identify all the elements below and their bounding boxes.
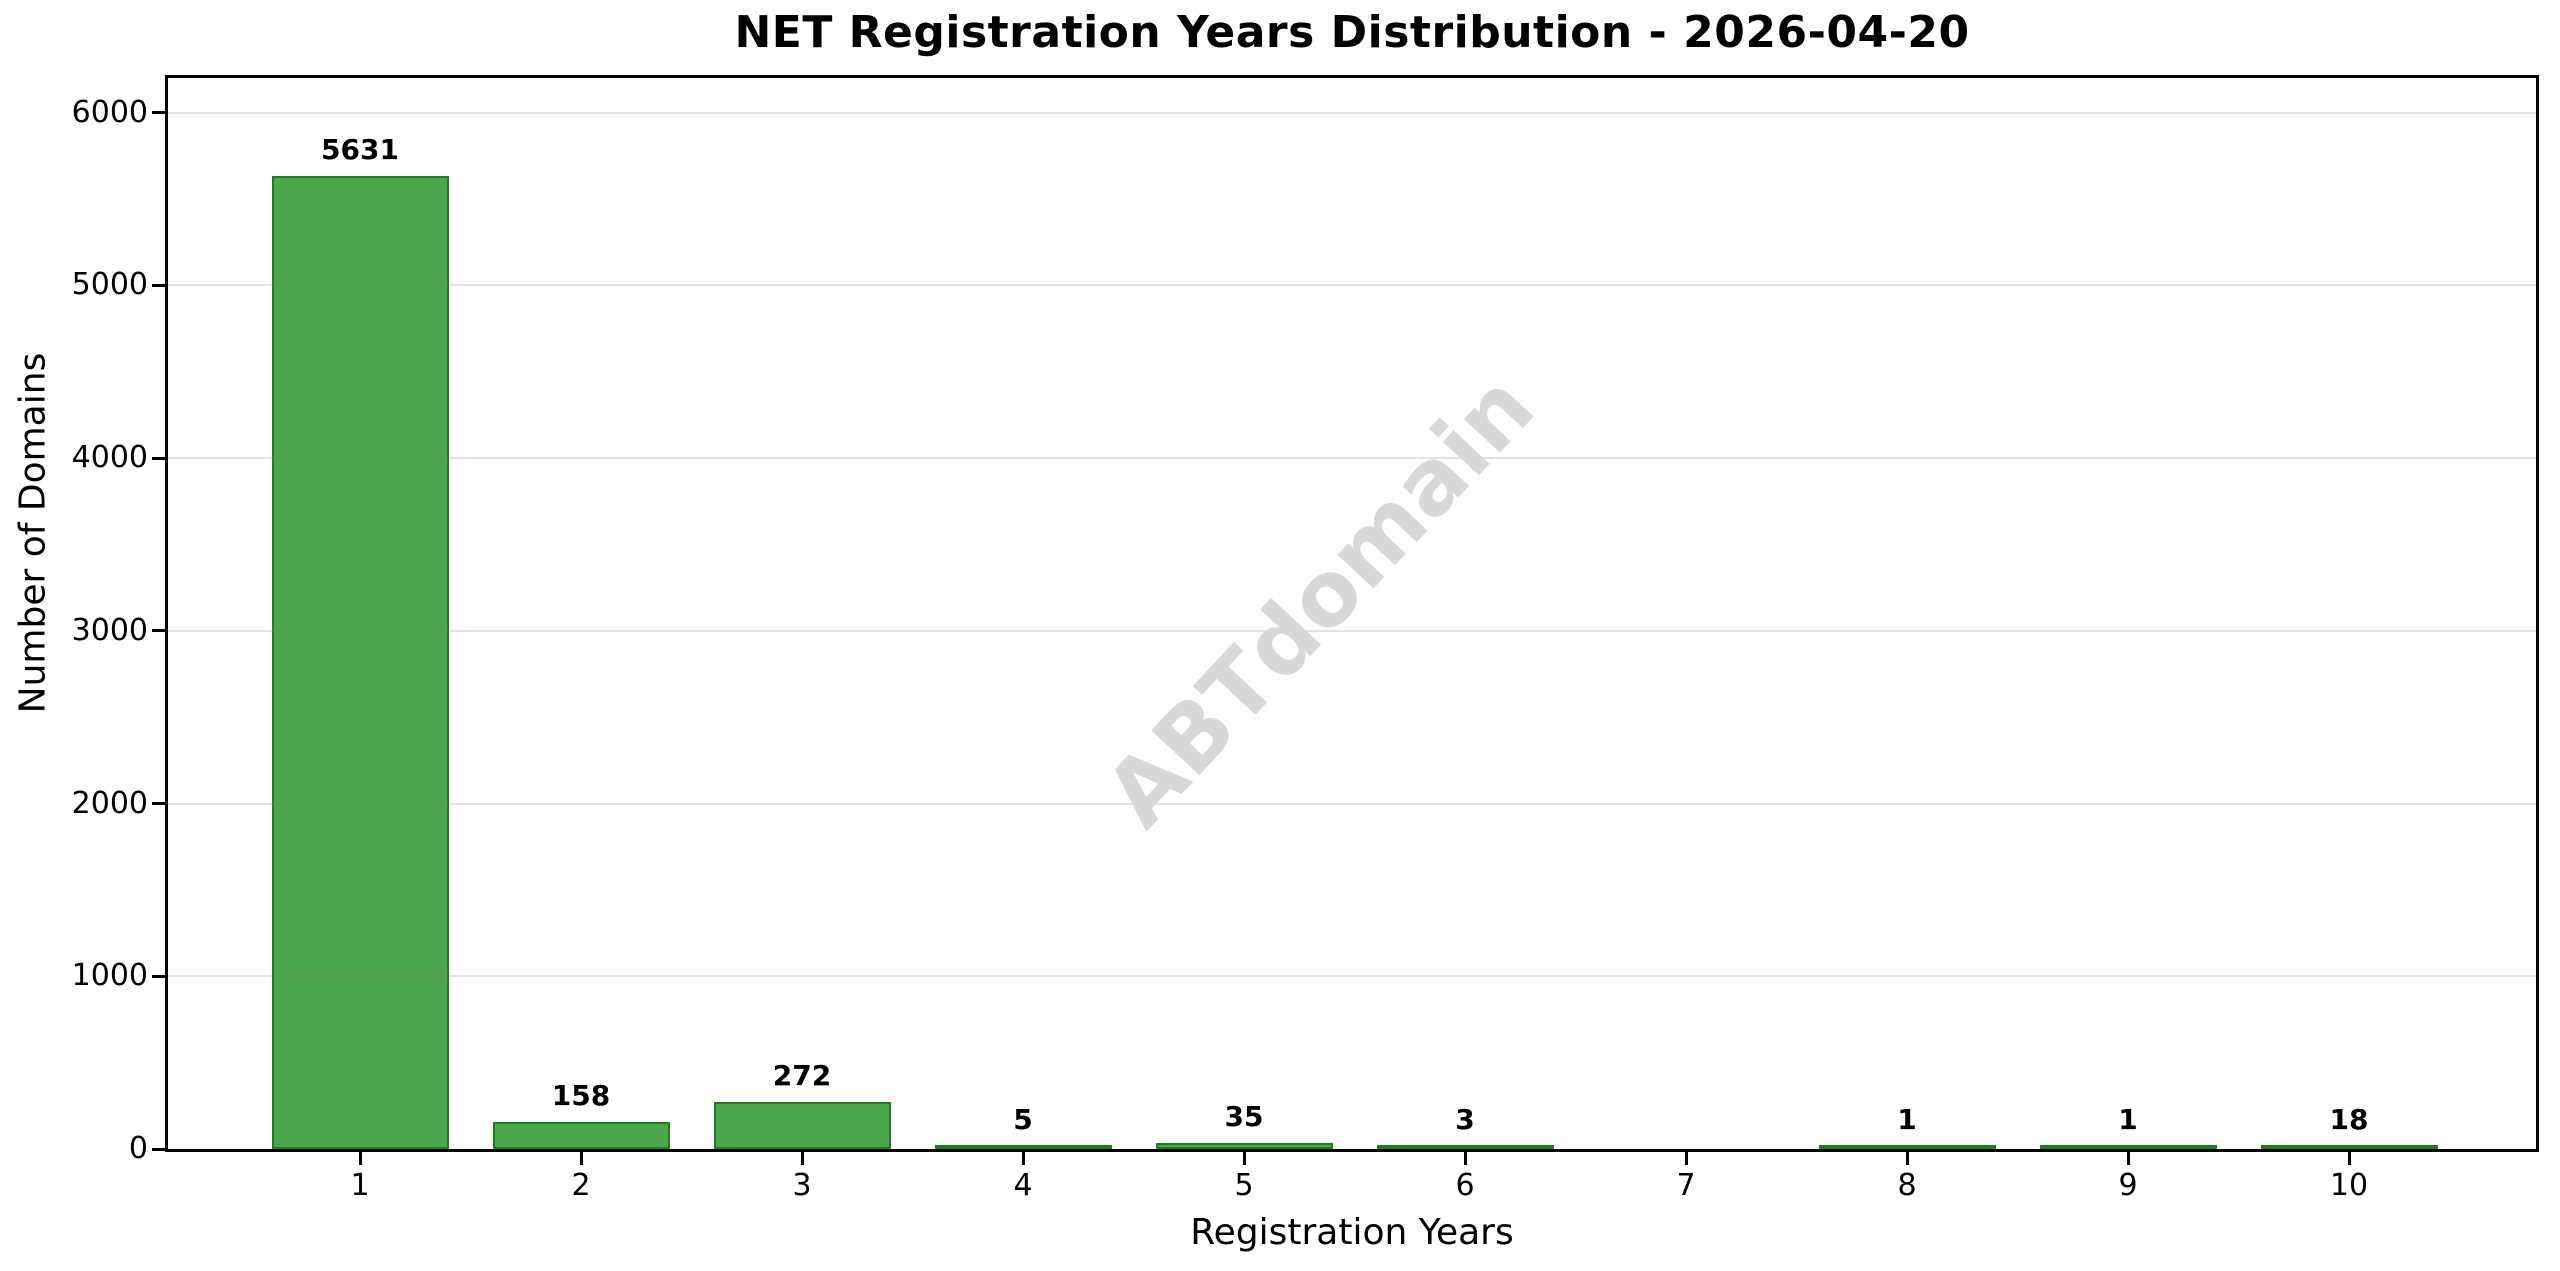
x-tick-mark-5 <box>1242 1152 1246 1165</box>
gridline-2000 <box>168 802 2536 805</box>
x-tick-label-7: 7 <box>1676 1168 1696 1203</box>
x-tick-label-10: 10 <box>2329 1168 2369 1203</box>
x-tick-mark-2 <box>579 1152 583 1165</box>
x-tick-label-5: 5 <box>1234 1168 1254 1203</box>
y-tick-mark-4000 <box>152 456 166 460</box>
y-tick-label-3000: 3000 <box>71 612 148 648</box>
gridline-6000 <box>168 111 2536 114</box>
bar-year-2 <box>492 1122 670 1149</box>
chart-title: NET Registration Years Distribution - 20… <box>734 7 1970 58</box>
x-tick-mark-7 <box>1684 1152 1688 1165</box>
x-tick-label-2: 2 <box>571 1168 591 1203</box>
bar-value-year-9: 1 <box>2118 1103 2138 1136</box>
x-tick-mark-4 <box>1021 1152 1025 1165</box>
y-tick-mark-2000 <box>152 802 166 806</box>
y-tick-label-6000: 6000 <box>71 94 148 130</box>
bar-year-8 <box>1818 1145 1996 1149</box>
gridlines-layer <box>168 78 2536 1149</box>
y-tick-mark-5000 <box>152 283 166 287</box>
bar-year-6 <box>1376 1145 1554 1149</box>
bar-year-10 <box>2260 1145 2438 1149</box>
x-tick-label-4: 4 <box>1013 1168 1033 1203</box>
bar-year-4 <box>934 1145 1112 1149</box>
bar-value-year-2: 158 <box>551 1079 611 1112</box>
x-tick-label-9: 9 <box>2118 1168 2138 1203</box>
x-tick-label-6: 6 <box>1455 1168 1475 1203</box>
y-tick-label-4000: 4000 <box>71 440 148 476</box>
x-tick-label-8: 8 <box>1897 1168 1917 1203</box>
x-tick-mark-3 <box>800 1152 804 1165</box>
gridline-4000 <box>168 457 2536 460</box>
bar-value-year-8: 1 <box>1897 1103 1917 1136</box>
gridline-1000 <box>168 975 2536 978</box>
y-tick-label-1000: 1000 <box>71 958 148 994</box>
x-tick-mark-8 <box>1905 1152 1909 1165</box>
y-tick-mark-6000 <box>152 111 166 115</box>
bar-value-year-4: 5 <box>1013 1103 1033 1136</box>
bar-value-year-5: 35 <box>1224 1100 1264 1133</box>
y-tick-label-2000: 2000 <box>71 785 148 821</box>
y-tick-mark-0 <box>152 1147 166 1151</box>
y-tick-mark-1000 <box>152 974 166 978</box>
x-tick-mark-10 <box>2347 1152 2351 1165</box>
plot-area: ABTdomain 5631 158 272 5 35 3 1 1 18 <box>165 75 2539 1152</box>
gridline-3000 <box>168 629 2536 632</box>
bar-value-year-10: 18 <box>2329 1103 2369 1136</box>
bar-value-year-6: 3 <box>1455 1103 1475 1136</box>
x-tick-mark-1 <box>358 1152 362 1165</box>
bar-year-3 <box>713 1102 891 1149</box>
bar-year-5 <box>1155 1143 1333 1149</box>
bars-layer <box>168 78 2536 1149</box>
x-tick-label-1: 1 <box>350 1168 370 1203</box>
y-axis-label: Number of Domains <box>12 352 54 714</box>
x-tick-label-3: 3 <box>792 1168 812 1203</box>
y-tick-label-0: 0 <box>128 1131 148 1166</box>
bar-year-1 <box>271 176 449 1149</box>
gridline-5000 <box>168 284 2536 287</box>
x-tick-mark-9 <box>2126 1152 2130 1165</box>
bar-value-year-1: 5631 <box>321 133 399 166</box>
bar-value-year-3: 272 <box>772 1059 832 1092</box>
y-tick-label-5000: 5000 <box>71 267 148 303</box>
y-tick-mark-3000 <box>152 629 166 633</box>
x-axis-label: Registration Years <box>1190 1212 1514 1253</box>
bar-year-9 <box>2039 1145 2217 1149</box>
bar-labels-layer: 5631 158 272 5 35 3 1 1 18 <box>168 78 2536 1149</box>
x-tick-mark-6 <box>1463 1152 1467 1165</box>
